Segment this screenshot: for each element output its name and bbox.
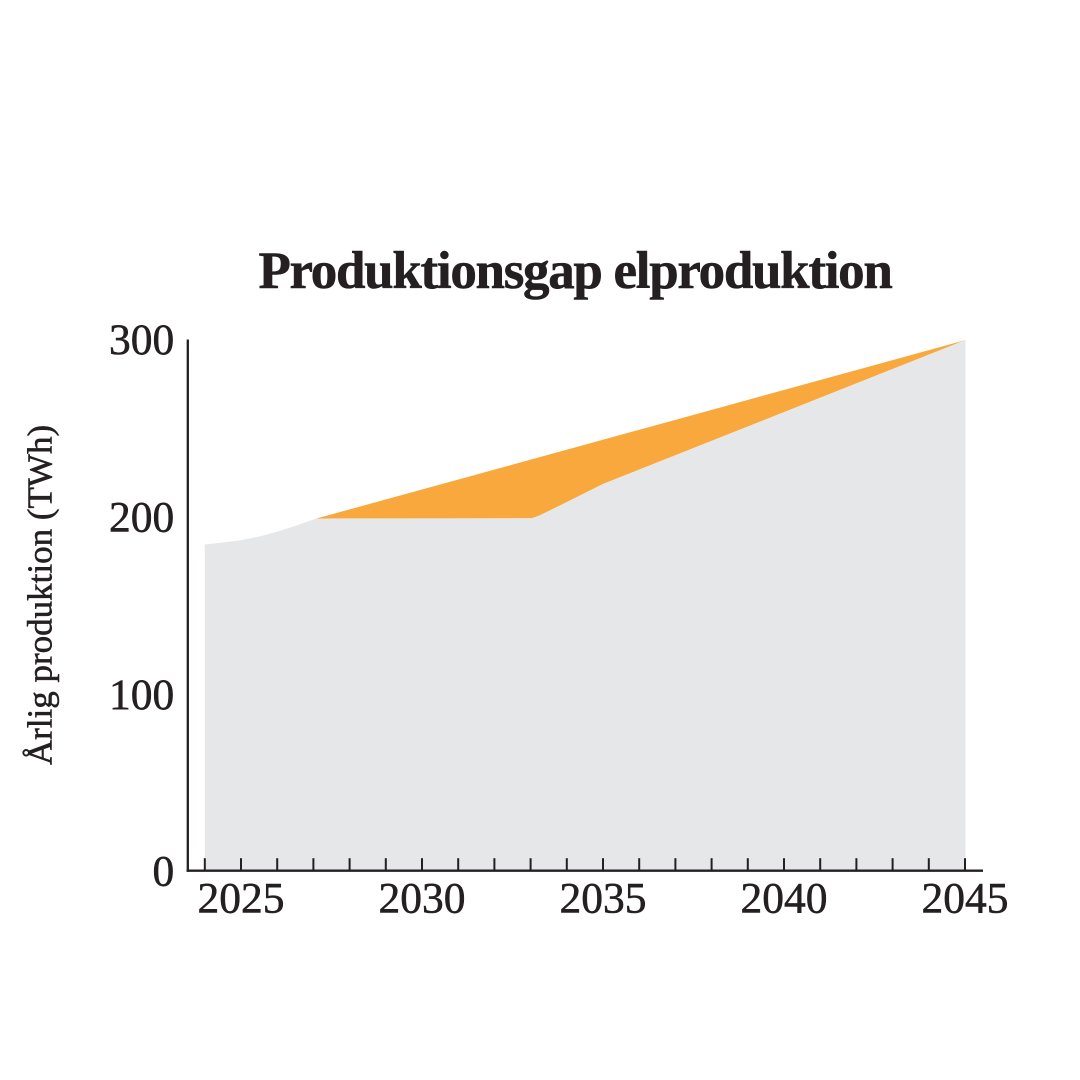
svg-text:300: 300	[109, 316, 174, 364]
svg-text:100: 100	[109, 671, 174, 719]
svg-text:2025: 2025	[198, 875, 285, 923]
svg-text:0: 0	[153, 848, 175, 896]
svg-text:2035: 2035	[560, 875, 647, 923]
svg-text:Produktionsgap elproduktion: Produktionsgap elproduktion	[258, 242, 892, 300]
svg-text:2030: 2030	[379, 875, 466, 923]
svg-text:200: 200	[109, 494, 174, 542]
svg-text:Årlig produktion (TWh): Årlig produktion (TWh)	[21, 425, 60, 765]
svg-text:2045: 2045	[922, 875, 1009, 923]
svg-text:2040: 2040	[741, 875, 828, 923]
